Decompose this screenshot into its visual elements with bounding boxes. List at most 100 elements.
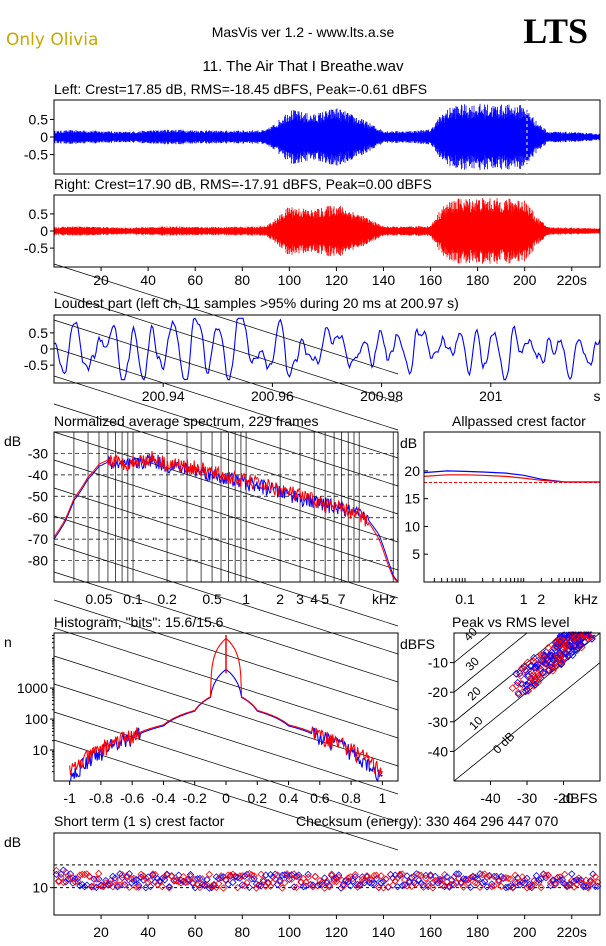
y-axis-label: dBFS xyxy=(400,636,435,652)
crest-point xyxy=(113,881,122,889)
crest-point xyxy=(440,870,449,879)
crest-point xyxy=(443,873,451,881)
crest-point xyxy=(379,884,388,892)
y-tick-label: 0 xyxy=(40,341,48,357)
crest-point xyxy=(177,879,185,887)
crest-point xyxy=(262,871,270,879)
crest-point xyxy=(250,872,258,880)
y-tick-label: -0.5 xyxy=(24,147,48,163)
x-tick-label: 120 xyxy=(325,924,349,940)
x-tick-label: 200.94 xyxy=(142,388,185,404)
panel-title: Allpassed crest factor xyxy=(452,413,586,429)
x-tick-label: 200 xyxy=(513,272,537,288)
crest-point xyxy=(240,872,249,880)
panel-title: Peak vs RMS level xyxy=(452,614,569,630)
peak-rms-point xyxy=(563,651,572,660)
crest-point xyxy=(589,870,597,878)
peak-rms-point xyxy=(575,641,583,650)
crest-point xyxy=(450,881,458,889)
peak-rms-point xyxy=(568,647,577,656)
crest-point xyxy=(111,876,119,884)
slope-line xyxy=(53,403,399,515)
waveform-trace xyxy=(53,103,601,171)
peak-rms-point xyxy=(577,643,586,652)
peak-rms-point xyxy=(518,664,526,672)
crest-point xyxy=(570,877,578,885)
crest-point xyxy=(429,878,437,887)
crest-point xyxy=(191,883,199,892)
left-waveform-chart: Left: Crest=17.85 dB, RMS=-18.45 dBFS, P… xyxy=(24,81,601,171)
y-tick-label: 0 xyxy=(40,223,48,239)
x-tick-label: 1 xyxy=(242,591,250,607)
peak-rms-point xyxy=(513,678,522,687)
histogram-trace xyxy=(69,668,383,783)
slope-line xyxy=(53,571,399,683)
crest-point xyxy=(575,874,583,882)
crest-point xyxy=(135,881,143,890)
crest-point xyxy=(523,874,531,883)
crest-point xyxy=(276,876,284,885)
crest-point xyxy=(542,874,550,882)
x-tick-label: 4 xyxy=(310,591,318,607)
crest-point xyxy=(389,874,397,882)
crest-point xyxy=(210,880,218,889)
y-tick-label: -60 xyxy=(28,510,48,526)
y-tick-label: -0.5 xyxy=(24,357,48,373)
peak-rms-point xyxy=(522,685,531,694)
crest-point xyxy=(422,874,430,882)
panel-frame xyxy=(53,314,601,384)
x-tick-label: -30 xyxy=(517,790,537,806)
x-tick-label: 3 xyxy=(296,591,304,607)
crest-point xyxy=(419,883,428,891)
x-tick-label: 100 xyxy=(278,924,302,940)
crest-point xyxy=(292,883,301,892)
crest-point xyxy=(205,870,214,879)
peak-rms-point xyxy=(551,642,559,651)
slope-line xyxy=(53,683,399,795)
crest-point xyxy=(464,879,472,887)
crest-point xyxy=(146,882,155,891)
crest-point xyxy=(452,879,461,887)
crest-point xyxy=(568,870,576,878)
crest-point xyxy=(483,883,491,891)
x-tick-label: 5 xyxy=(321,591,329,607)
crest-point xyxy=(537,883,545,892)
crest-point xyxy=(73,877,82,885)
slope-line xyxy=(53,431,399,543)
crest-point xyxy=(57,873,65,882)
crest-point xyxy=(139,876,148,884)
peak-rms-point xyxy=(555,636,564,644)
peak-rms-point xyxy=(551,655,559,664)
crest-point xyxy=(295,871,303,879)
peak-rms-point xyxy=(512,681,521,690)
x-unit-label: kHz xyxy=(574,591,598,607)
x-tick-label: 0.1 xyxy=(123,591,143,607)
crest-point xyxy=(95,875,103,883)
crest-point xyxy=(118,871,126,879)
x-tick-label: -20 xyxy=(553,790,573,806)
crest-point xyxy=(377,872,385,880)
crest-point xyxy=(440,882,449,891)
panel-frame xyxy=(53,99,601,175)
x-tick-label: 200 xyxy=(513,924,537,940)
y-tick-label: 10 xyxy=(404,518,420,534)
x-tick-label: 180 xyxy=(466,924,490,940)
x-tick-label: 180 xyxy=(466,272,490,288)
crest-point xyxy=(229,870,237,878)
slope-line xyxy=(53,263,399,375)
peak-rms-point xyxy=(555,648,564,657)
crest-point xyxy=(356,881,364,890)
crest-point xyxy=(311,872,319,881)
crest-point xyxy=(495,877,503,886)
y-tick-label: -70 xyxy=(28,531,48,547)
x-tick-label: 0.2 xyxy=(248,790,268,806)
panel-title: Right: Crest=17.90 dB, RMS=-17.91 dBFS, … xyxy=(54,176,432,192)
crest-point xyxy=(511,871,519,879)
peak-rms-point xyxy=(575,640,584,649)
x-tick-label: 160 xyxy=(419,924,443,940)
panel-frame xyxy=(53,194,601,268)
y-tick-label: 0.5 xyxy=(29,111,49,127)
right-waveform-chart: Right: Crest=17.90 dB, RMS=-17.91 dBFS, … xyxy=(24,176,601,288)
crest-point xyxy=(544,871,552,879)
crest-point xyxy=(490,882,498,890)
